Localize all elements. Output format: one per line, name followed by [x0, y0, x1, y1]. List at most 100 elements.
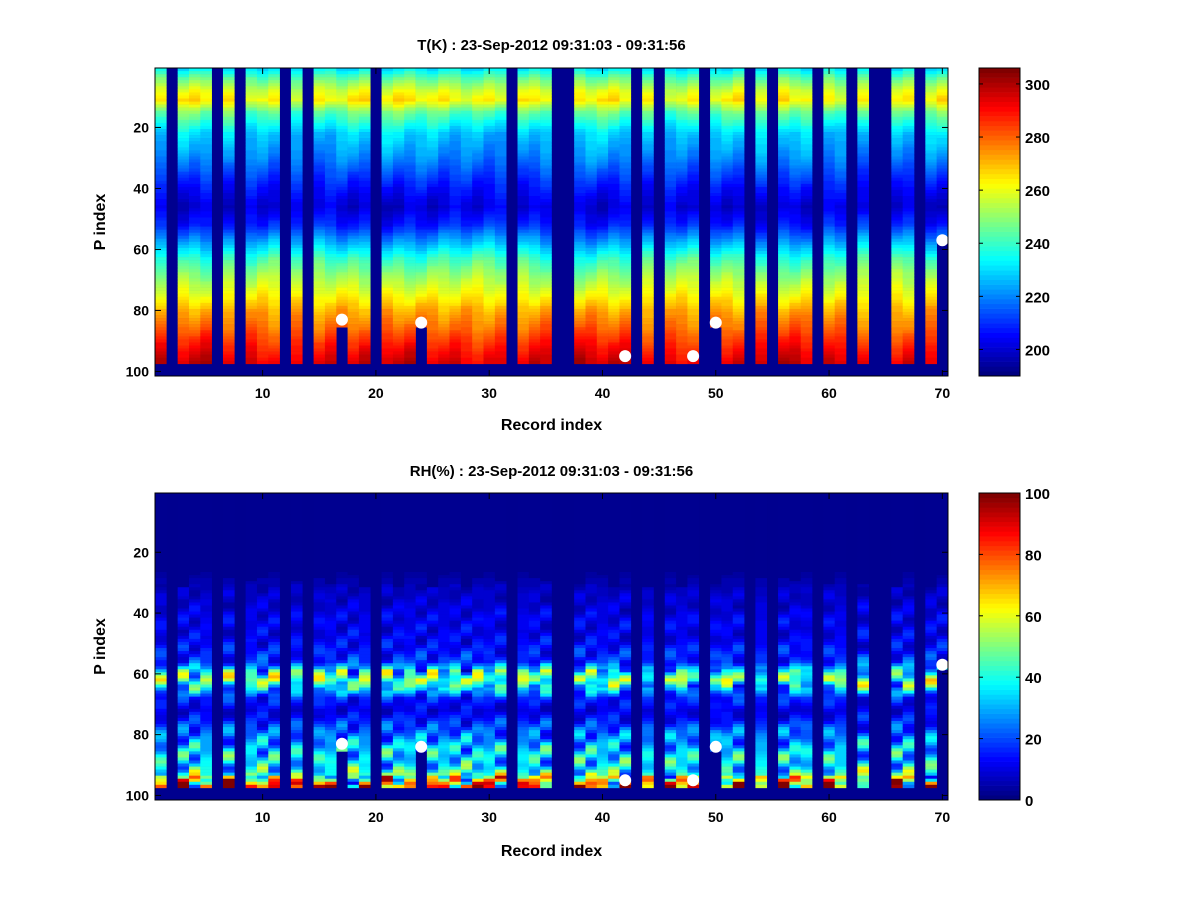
- heatmap-cell: [710, 104, 722, 108]
- heatmap-cell: [676, 260, 688, 264]
- heatmap-cell: [200, 250, 212, 255]
- heatmap-cell: [608, 339, 620, 343]
- heatmap-cell: [642, 241, 654, 246]
- heatmap-cell: [494, 339, 507, 343]
- heatmap-cell: [392, 189, 405, 194]
- heatmap-cell: [642, 180, 654, 185]
- heatmap-cell: [347, 336, 360, 340]
- heatmap-cell: [755, 196, 768, 200]
- heatmap-cell: [155, 95, 167, 99]
- heatmap-cell: [347, 132, 360, 136]
- heatmap-cell: [528, 247, 541, 252]
- heatmap-cell: [732, 315, 745, 319]
- heatmap-cell: [188, 101, 201, 105]
- heatmap-cell: [200, 351, 212, 355]
- heatmap-cell: [426, 159, 439, 163]
- heatmap-cell: [438, 71, 450, 75]
- heatmap-cell: [483, 318, 496, 322]
- heatmap-cell: [472, 327, 484, 331]
- heatmap-cell: [222, 132, 235, 136]
- heatmap-cell: [404, 208, 416, 212]
- heatmap-cell: [902, 315, 915, 319]
- heatmap-cell: [472, 299, 484, 304]
- heatmap-cell: [608, 269, 620, 273]
- heatmap-cell: [574, 327, 586, 331]
- heatmap-cell: [596, 168, 609, 172]
- heatmap-cell: [268, 308, 280, 313]
- heatmap-cell: [574, 336, 586, 340]
- heatmap-cell: [392, 345, 405, 349]
- heatmap-cell: [268, 144, 280, 148]
- heatmap-cell: [177, 119, 190, 124]
- heatmap-cell: [925, 336, 937, 340]
- heatmap-cell: [438, 138, 450, 142]
- heatmap-cell: [245, 159, 258, 163]
- heatmap-cell: [857, 339, 869, 343]
- heatmap-cell: [596, 92, 609, 96]
- heatmap-cell: [619, 305, 632, 310]
- heatmap-cell: [290, 223, 303, 227]
- heatmap-cell: [732, 241, 745, 246]
- heatmap-cell: [857, 348, 869, 352]
- heatmap-cell: [755, 330, 768, 334]
- heatmap-cell: [324, 153, 337, 157]
- heatmap-cell: [585, 318, 598, 322]
- heatmap-cell: [222, 86, 235, 90]
- heatmap-cell: [472, 153, 484, 157]
- heatmap-cell: [336, 132, 348, 136]
- heatmap-cell: [528, 165, 541, 169]
- heatmap-cell: [404, 257, 416, 261]
- heatmap-cell: [902, 232, 915, 237]
- heatmap-cell: [902, 250, 915, 255]
- heatmap-cell: [460, 229, 473, 233]
- heatmap-cell: [155, 223, 167, 227]
- heatmap-cell: [188, 125, 201, 130]
- heatmap-cell: [528, 275, 541, 279]
- heatmap-cell: [540, 351, 552, 355]
- heatmap-cell: [415, 281, 428, 285]
- heatmap-cell: [902, 293, 915, 298]
- heatmap-cell: [778, 235, 790, 240]
- heatmap-cell: [925, 284, 937, 288]
- heatmap-cell: [710, 278, 722, 282]
- heatmap-cell: [721, 202, 734, 206]
- surface-marker: [415, 316, 428, 329]
- heatmap-cell: [313, 269, 326, 273]
- heatmap-cell: [313, 98, 326, 102]
- heatmap-cell: [608, 104, 620, 108]
- heatmap-cell: [494, 360, 507, 365]
- heatmap-cell: [925, 171, 937, 176]
- heatmap-cell: [404, 183, 416, 188]
- heatmap-cell: [222, 336, 235, 340]
- heatmap-cell: [574, 165, 586, 169]
- heatmap-cell: [664, 302, 677, 307]
- heatmap-cell: [823, 321, 836, 325]
- heatmap-cell: [494, 101, 507, 105]
- heatmap-cell: [664, 168, 677, 172]
- heatmap-cell: [823, 110, 836, 115]
- heatmap-cell: [494, 284, 507, 288]
- heatmap-cell: [585, 263, 598, 267]
- heatmap-cell: [834, 165, 847, 169]
- heatmap-cell: [619, 159, 632, 163]
- heatmap-cell: [857, 247, 869, 252]
- heatmap-cell: [494, 89, 507, 93]
- heatmap-cell: [778, 342, 790, 346]
- heatmap-cell: [494, 324, 507, 328]
- heatmap-cell: [324, 275, 337, 279]
- heatmap-cell: [574, 74, 586, 78]
- heatmap-cell: [324, 202, 337, 206]
- heatmap-cell: [540, 327, 552, 331]
- heatmap-cell: [619, 241, 632, 246]
- heatmap-cell: [222, 122, 235, 127]
- heatmap-cell: [528, 135, 541, 139]
- heatmap-cell: [755, 217, 768, 221]
- heatmap-cell: [789, 241, 802, 246]
- heatmap-cell: [268, 348, 280, 352]
- heatmap-cell: [608, 144, 620, 148]
- heatmap-cell: [324, 254, 337, 258]
- heatmap-cell: [687, 113, 700, 118]
- heatmap-cell: [324, 125, 337, 130]
- heatmap-cell: [528, 290, 541, 294]
- heatmap-cell: [857, 238, 869, 243]
